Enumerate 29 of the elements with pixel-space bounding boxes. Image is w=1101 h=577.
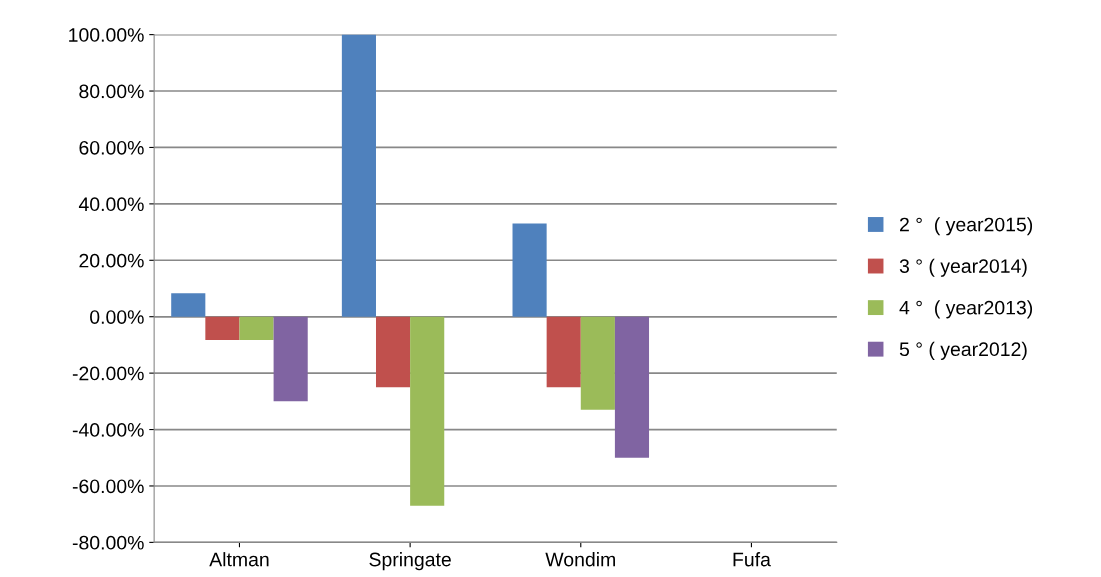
bar xyxy=(239,316,274,341)
y-tick-label: 60.00% xyxy=(79,140,144,155)
bar xyxy=(410,316,445,506)
x-tick-label: Wondim xyxy=(545,552,615,567)
bar xyxy=(171,293,206,317)
x-tick-label: Springate xyxy=(369,552,451,571)
bar xyxy=(341,34,376,317)
y-tick-label: -80.00% xyxy=(72,535,144,550)
bar xyxy=(580,316,615,410)
y-tick-label: 0.00% xyxy=(90,310,144,324)
y-tick-label: 80.00% xyxy=(79,84,144,99)
legend-label: 3 ° ( year2014) xyxy=(899,258,1027,277)
y-tick-label: -40.00% xyxy=(72,423,144,437)
legend-label: 4 ° ( year2013) xyxy=(899,300,1033,319)
y-tick-label: 100.00% xyxy=(69,28,144,42)
bar xyxy=(614,316,650,458)
legend-label: 5 ° ( year2012) xyxy=(899,341,1027,360)
y-tick-label: 40.00% xyxy=(78,197,144,212)
y-tick-label: -60.00% xyxy=(72,479,144,494)
y-tick-label: -20.00% xyxy=(72,366,144,381)
bar xyxy=(205,316,240,341)
bar xyxy=(375,316,411,388)
y-tick-label: 20.00% xyxy=(79,253,144,268)
legend-label: 2 ° ( year2015) xyxy=(900,217,1033,236)
bar xyxy=(512,223,547,317)
bar xyxy=(273,316,308,402)
x-tick-label: Fufa xyxy=(733,552,771,567)
x-tick-label: Altman xyxy=(209,552,269,567)
bar xyxy=(546,316,581,388)
